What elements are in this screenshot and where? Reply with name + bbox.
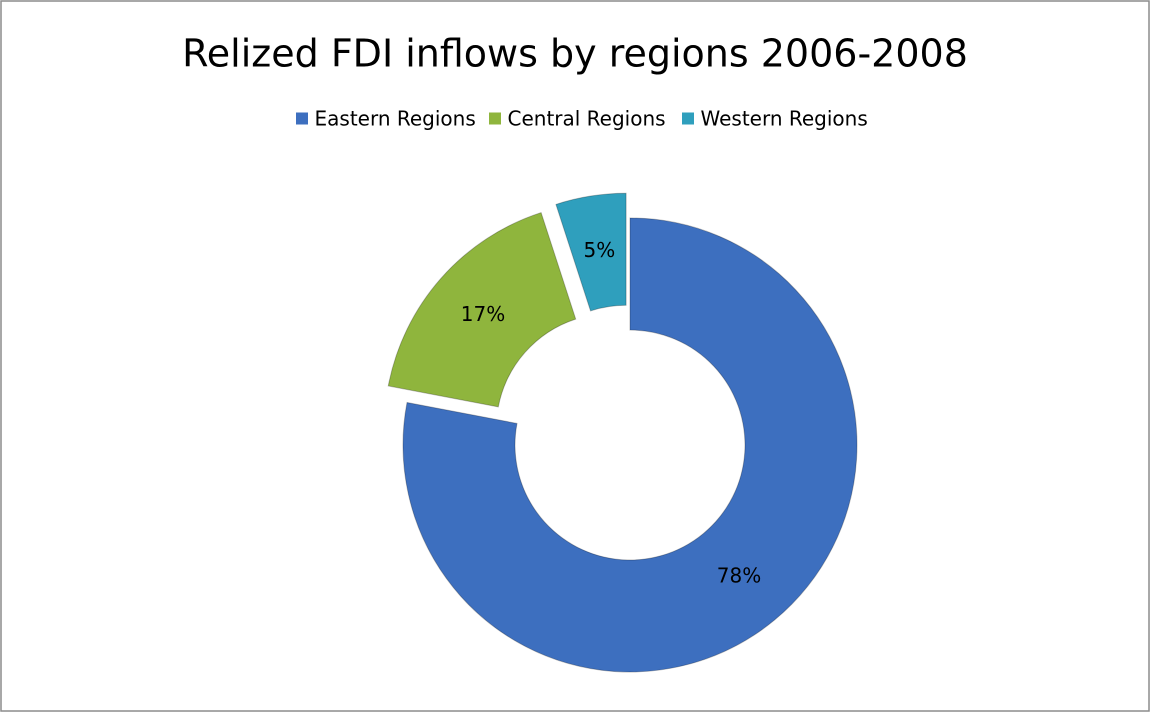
data-label: 78% (717, 563, 761, 587)
legend-swatch (681, 111, 695, 126)
donut-segment (555, 192, 627, 312)
legend-swatch (295, 111, 309, 126)
donut-segment (402, 217, 858, 673)
chart-title: Relized FDI inflows by regions 2006-2008 (182, 32, 968, 76)
data-label: 5% (583, 238, 615, 262)
legend-label: Western Regions (701, 107, 868, 131)
legend-label: Central Regions (508, 107, 666, 131)
legend-label: Eastern Regions (315, 107, 476, 131)
data-label: 17% (461, 302, 505, 326)
legend-swatch (488, 111, 502, 126)
donut-segment (387, 211, 577, 408)
